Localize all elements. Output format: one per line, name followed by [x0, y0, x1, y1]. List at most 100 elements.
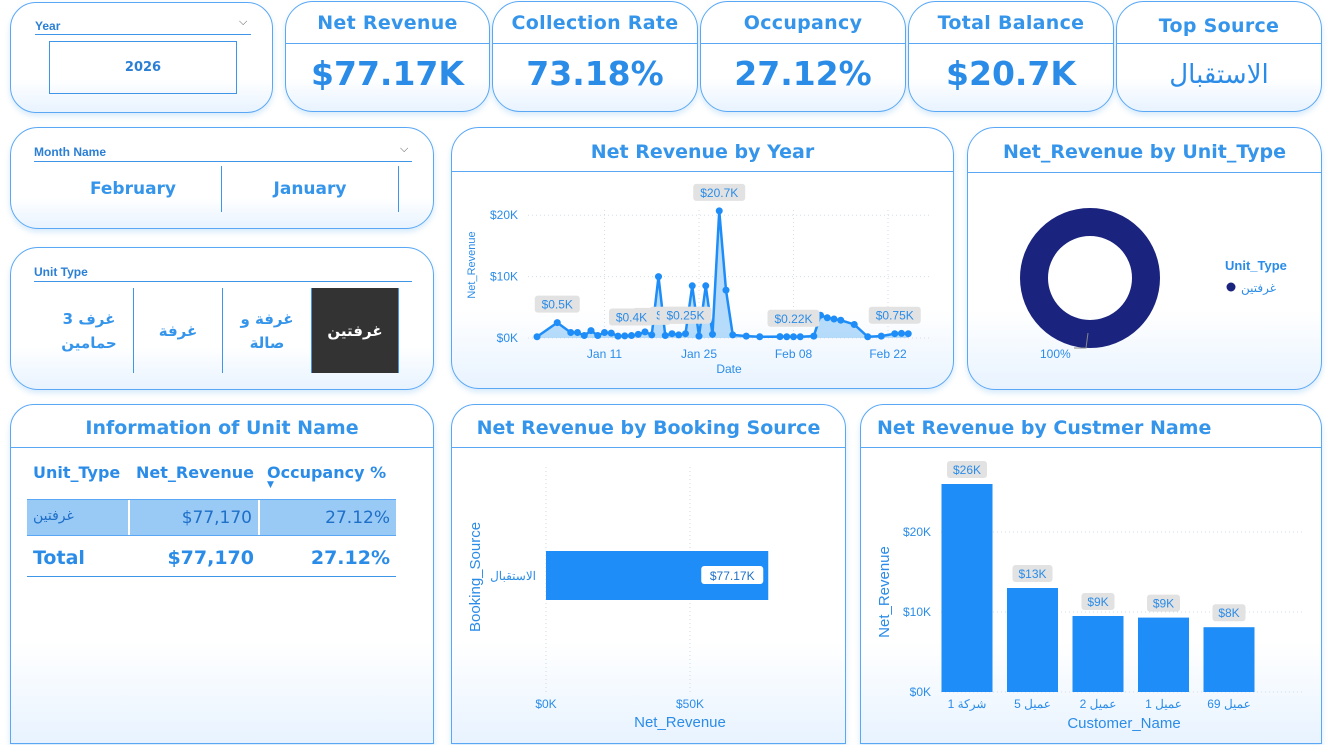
bar[interactable]	[1138, 617, 1189, 692]
data-point[interactable]	[533, 333, 541, 341]
data-point[interactable]	[661, 332, 669, 340]
bar[interactable]	[941, 484, 993, 692]
table-row[interactable]: غرفتين $77,170 27.12%	[27, 499, 396, 536]
data-point[interactable]	[742, 332, 750, 340]
x-tick: Feb 08	[775, 347, 813, 361]
data-point[interactable]	[688, 282, 696, 290]
data-point[interactable]	[877, 332, 885, 340]
data-point[interactable]	[574, 328, 581, 336]
chevron-down-icon[interactable]: ⌵	[400, 142, 409, 155]
category-label: عميل 5	[1014, 697, 1051, 711]
data-point[interactable]	[783, 333, 791, 341]
data-point[interactable]	[898, 329, 905, 337]
year-value: 2026	[124, 60, 162, 75]
unit-option-room[interactable]: غرفة	[134, 288, 223, 373]
data-point[interactable]	[614, 332, 622, 340]
data-point[interactable]	[796, 333, 804, 341]
data-point[interactable]	[830, 315, 838, 323]
data-label: $20.7K	[700, 186, 738, 200]
data-label-bg	[1212, 604, 1246, 622]
data-point[interactable]	[621, 332, 629, 340]
table-title: Information of Unit Name	[85, 417, 359, 439]
data-label-bg	[868, 306, 921, 324]
y-axis-title: Net_Revenue	[466, 231, 478, 298]
data-point[interactable]	[553, 319, 561, 327]
data-point[interactable]	[648, 331, 656, 339]
data-point[interactable]	[655, 273, 662, 281]
data-point[interactable]	[722, 286, 730, 294]
data-point[interactable]	[756, 333, 764, 341]
category-label: عميل 69	[1207, 697, 1251, 711]
bar[interactable]	[1007, 588, 1058, 692]
divider	[701, 43, 905, 44]
data-label: $0.4K	[616, 311, 647, 325]
x-tick: Feb 22	[869, 347, 907, 361]
net-revenue-by-year-card: Net Revenue by Year $0.5K$10K$0.4K$8.5K$…	[451, 127, 954, 389]
data-point[interactable]	[837, 316, 845, 324]
legend-label[interactable]: غرفتين	[1241, 281, 1276, 295]
data-point[interactable]	[864, 333, 872, 341]
sort-descending-icon[interactable]: ▼	[267, 480, 274, 490]
data-point[interactable]	[641, 328, 649, 336]
x-axis-title: Customer_Name	[1067, 715, 1180, 732]
col-header-unit-type[interactable]: Unit_Type	[33, 463, 121, 482]
data-point[interactable]	[567, 328, 575, 336]
kpi-value: $20.7K	[946, 54, 1076, 93]
month-option-january[interactable]: January	[222, 166, 399, 212]
category-label: عميل 2	[1080, 697, 1117, 711]
bar[interactable]	[1203, 627, 1255, 692]
kpi-occupancy: Occupancy 27.12%	[700, 1, 906, 112]
customer-bar-chart[interactable]: $0K $10K $20K $26K شركة 1 $13K عميل 5 $9K عميل …	[861, 405, 1323, 745]
kpi-title: Total Balance	[937, 12, 1085, 34]
divider	[452, 447, 845, 448]
unit-type-slicer: Unit Type غرف 3 حمامين غرفة غرفة و صالة …	[10, 247, 434, 390]
unit-option-two-rooms[interactable]: غرفتين	[312, 288, 399, 373]
data-point[interactable]	[850, 320, 858, 328]
data-point[interactable]	[580, 332, 588, 340]
data-label: $0.22K	[774, 312, 812, 326]
month-option-february[interactable]: February	[45, 166, 222, 212]
unit-option-3rooms[interactable]: غرف 3 حمامين	[45, 288, 134, 373]
col-header-occupancy[interactable]: Occupancy %	[267, 463, 387, 482]
data-point[interactable]	[675, 331, 683, 339]
data-point[interactable]	[709, 330, 716, 338]
data-point[interactable]	[823, 314, 831, 322]
data-point[interactable]	[810, 332, 818, 340]
col-header-net-revenue[interactable]: Net_Revenue	[136, 463, 254, 482]
bar[interactable]	[1072, 616, 1124, 692]
data-point[interactable]	[715, 207, 723, 215]
data-point[interactable]	[702, 282, 710, 290]
data-label-bg	[1081, 593, 1115, 610]
unit-type-donut-chart[interactable]: 100% Unit_Type غرفتين	[968, 128, 1323, 391]
donut-slice[interactable]	[1020, 208, 1160, 348]
data-point[interactable]	[607, 329, 615, 337]
kpi-value: $77.17K	[311, 54, 464, 93]
year-value-box[interactable]: 2026	[49, 41, 237, 94]
kpi-title: Net Revenue	[317, 12, 458, 34]
data-label: $0.75K	[876, 309, 914, 323]
data-point[interactable]	[776, 333, 784, 341]
net-revenue-line-chart[interactable]: $0.5K$10K$0.4K$8.5K$0.25K$20.7K$0.22K$0.…	[452, 128, 955, 390]
data-point[interactable]	[904, 330, 912, 338]
data-point[interactable]	[695, 332, 703, 340]
divider	[11, 447, 433, 448]
category-label: عميل 1	[1145, 697, 1182, 711]
chevron-down-icon[interactable]: ⌵	[239, 15, 248, 28]
data-point[interactable]	[891, 330, 899, 338]
y-tick: $20K	[490, 208, 518, 222]
data-point[interactable]	[587, 327, 595, 335]
legend-marker	[1226, 282, 1236, 292]
booking-source-bar-chart[interactable]: $77.17K الاستقبال $0K $50K Net_Revenue B…	[452, 405, 847, 745]
unit-option-room-hall[interactable]: غرفة و صالة	[223, 288, 312, 373]
data-point[interactable]	[729, 331, 737, 339]
data-point[interactable]	[668, 330, 676, 338]
data-point[interactable]	[601, 328, 608, 336]
data-point[interactable]	[790, 333, 797, 341]
x-tick: Jan 11	[587, 347, 622, 361]
data-point[interactable]	[634, 330, 642, 338]
data-point[interactable]	[594, 332, 602, 340]
y-tick: $10K	[903, 605, 931, 619]
data-point[interactable]	[628, 332, 635, 340]
y-tick: $0K	[497, 331, 518, 345]
data-point[interactable]	[682, 330, 689, 338]
